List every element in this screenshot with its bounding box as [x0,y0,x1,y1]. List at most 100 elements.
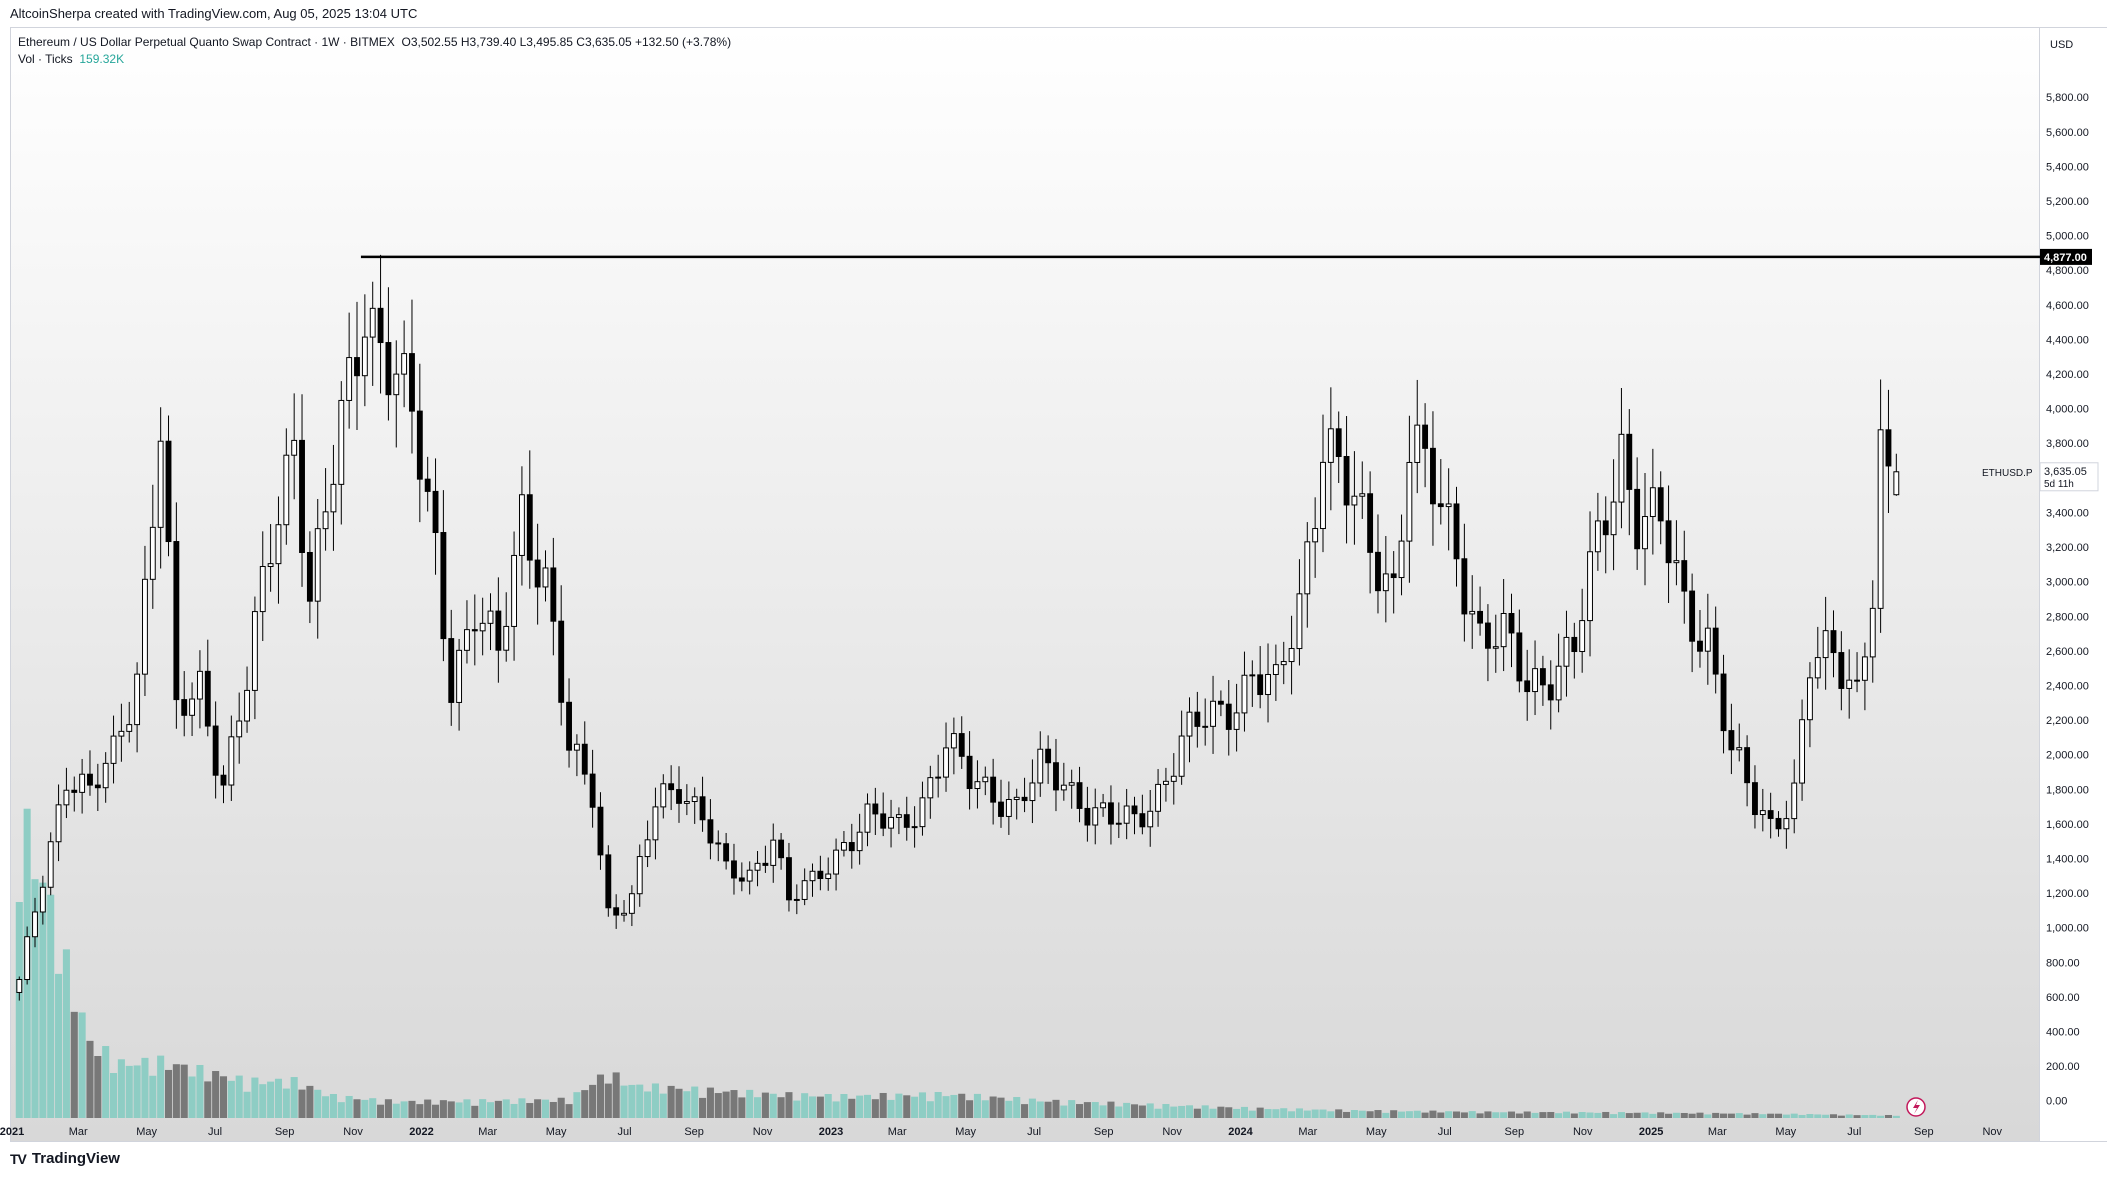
volume-bar [1311,1109,1319,1118]
candle-body [1327,428,1334,463]
volume-bar [463,1099,471,1118]
candle-body [1186,711,1193,737]
volume-bar [1594,1112,1602,1118]
volume-bar [1523,1111,1531,1118]
time-axis: 2021 Mar May Jul Sep Nov 2022 Mar May Jul Sep Nov 20… [0,1126,2003,1138]
volume-bar [1531,1112,1539,1118]
volume-bar [62,949,70,1118]
volume-bar [1350,1109,1358,1118]
volume-bar [447,1101,455,1118]
volume-bar [871,1099,879,1118]
price-tick-label: 800.00 [2046,957,2080,969]
volume-bar [1248,1110,1256,1118]
candle-body [974,781,981,790]
price-tick-label: 3,400.00 [2046,507,2089,519]
candle-body [1288,648,1295,663]
candle-body [880,813,887,829]
volume-bar [1366,1111,1374,1118]
candle-body [1838,652,1845,689]
candle-body [1155,783,1162,812]
time-tick-label: Mar [1298,1126,1317,1138]
candle-body [990,776,997,803]
candle-body [110,735,117,764]
volume-bar [565,1104,573,1118]
volume-bar [997,1097,1005,1118]
price-tick-label: 200.00 [2046,1061,2080,1073]
candle-body [71,789,78,793]
volume-bar [1193,1108,1201,1118]
candle-body [1013,796,1020,801]
time-tick-label: Sep [1094,1126,1114,1138]
volume-bar [706,1087,714,1118]
volume-bar [243,1091,251,1118]
volume-bar [1782,1114,1790,1118]
chart-pane[interactable] [10,27,2040,1142]
alert-icon[interactable] [1906,1097,1926,1117]
volume-bar [31,879,39,1118]
volume-bars [15,808,1900,1118]
candle-body [1304,541,1311,595]
volume-bar [816,1096,824,1118]
volume-bar [1358,1110,1366,1118]
volume-bar [659,1093,667,1118]
volume-bar [1028,1098,1036,1118]
candle-body [1422,424,1429,449]
price-tick-label: 4,600.00 [2046,300,2089,312]
candle-body [409,353,415,412]
volume-bar [1115,1106,1123,1118]
price-axis-panel[interactable] [2040,27,2107,1142]
volume-bar [973,1093,981,1118]
volume-bar [1798,1114,1806,1118]
candle-body [1579,620,1586,653]
symbol-description: Ethereum / US Dollar Perpetual Quanto Sw… [18,35,395,49]
price-tick-label: 1,400.00 [2046,853,2089,865]
candle-body [1147,810,1154,828]
volume-bar [157,1055,165,1118]
candle-body [1571,636,1578,653]
candle-body [432,490,439,534]
volume-bar [1845,1114,1853,1118]
volume-bar [329,1094,337,1118]
candle-body [1610,501,1617,536]
volume-bar [911,1096,919,1118]
candle-body [1477,610,1484,624]
volume-bar [699,1097,707,1118]
volume-bar [479,1099,487,1118]
candle-body [1587,551,1593,622]
candle-body [1484,622,1491,649]
volume-bar [651,1083,659,1118]
candle-body [668,783,675,791]
candle-body [746,869,753,882]
volume-bar [1688,1113,1696,1118]
candle-body [998,801,1004,817]
candle-body [1060,784,1067,791]
price-tick-label: 4,200.00 [2046,369,2089,381]
candle-body [778,839,785,859]
candle-body [1822,630,1829,659]
time-tick-label: Mar [888,1126,907,1138]
candle-body [621,912,627,916]
volume-bar [1452,1111,1461,1118]
candle-body [1084,807,1091,826]
candle-body [181,699,188,716]
volume-bar [274,1078,282,1118]
volume-bar [1492,1112,1500,1118]
volume-bar [1602,1111,1610,1118]
volume-bar [322,1096,330,1118]
volume-bar [1107,1101,1115,1118]
candle-body [1791,782,1798,820]
candle-body [1516,632,1523,682]
candle-body [605,854,612,909]
candle-body [707,819,714,844]
candle-body [1139,813,1146,828]
tradingview-logo[interactable]: TV TradingView [10,1150,120,1167]
volume-bar [1162,1104,1170,1118]
volume-bar [180,1064,188,1118]
candle-body [1759,810,1766,816]
time-tick-label: Nov [1573,1126,1593,1138]
candle-body [1704,627,1711,652]
candle-body [754,862,761,871]
volume-bar [1610,1114,1618,1118]
price-tick-label: 400.00 [2046,1026,2080,1038]
